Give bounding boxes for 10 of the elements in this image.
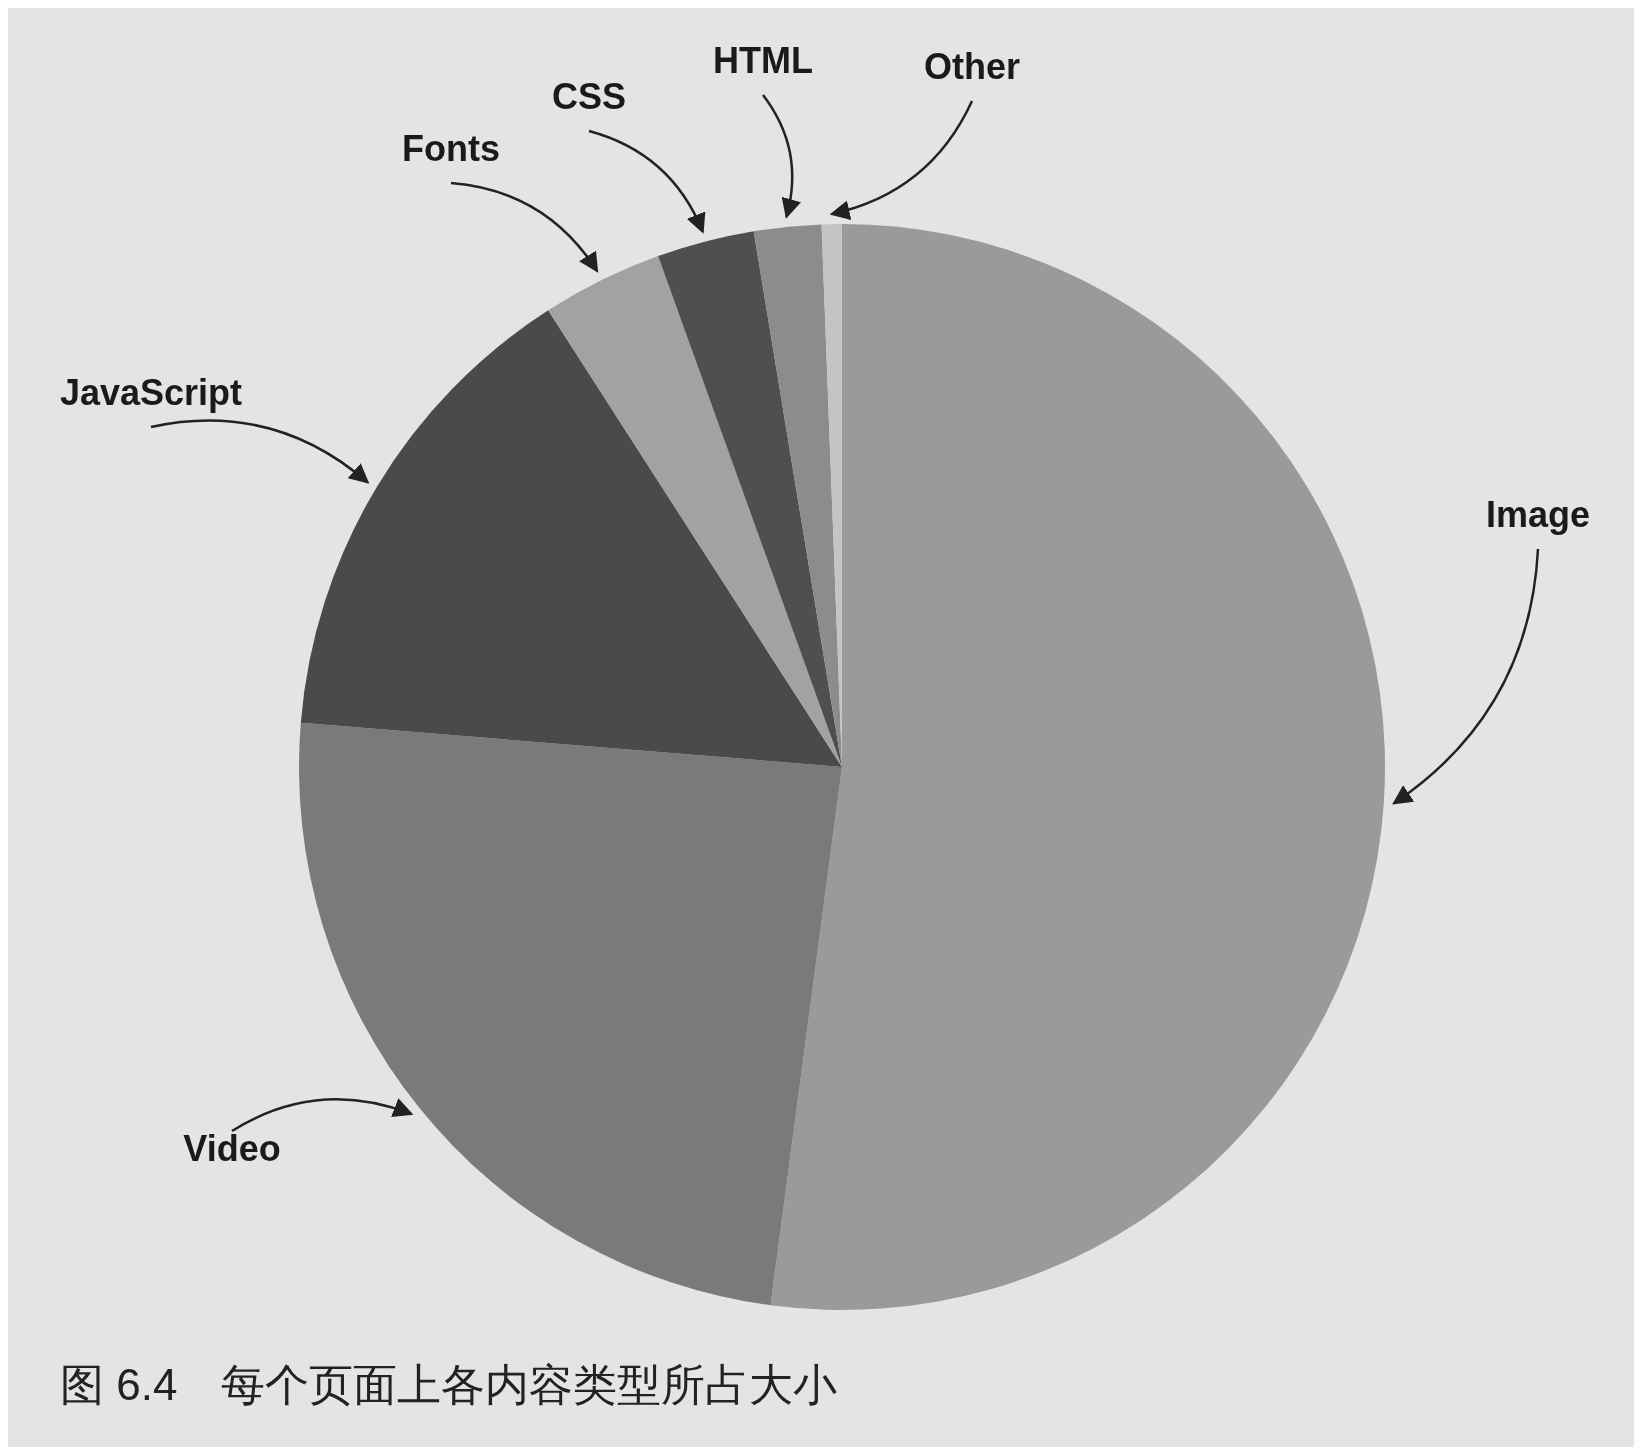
- text: 图 6.4 每个页面上各内容类型所占大小: [60, 1360, 838, 1409]
- slice-label: JavaScript: [59, 372, 243, 413]
- pie-slice: [753, 224, 842, 767]
- slice-label: Fonts: [402, 128, 500, 169]
- pie-slice: [299, 722, 842, 1306]
- slice-label: Other: [923, 46, 1021, 87]
- slice-label: CSS: [551, 76, 627, 117]
- slice-label: Image: [1485, 494, 1591, 535]
- slice-label: HTML: [713, 40, 813, 81]
- slice-label: Video: [183, 1128, 281, 1169]
